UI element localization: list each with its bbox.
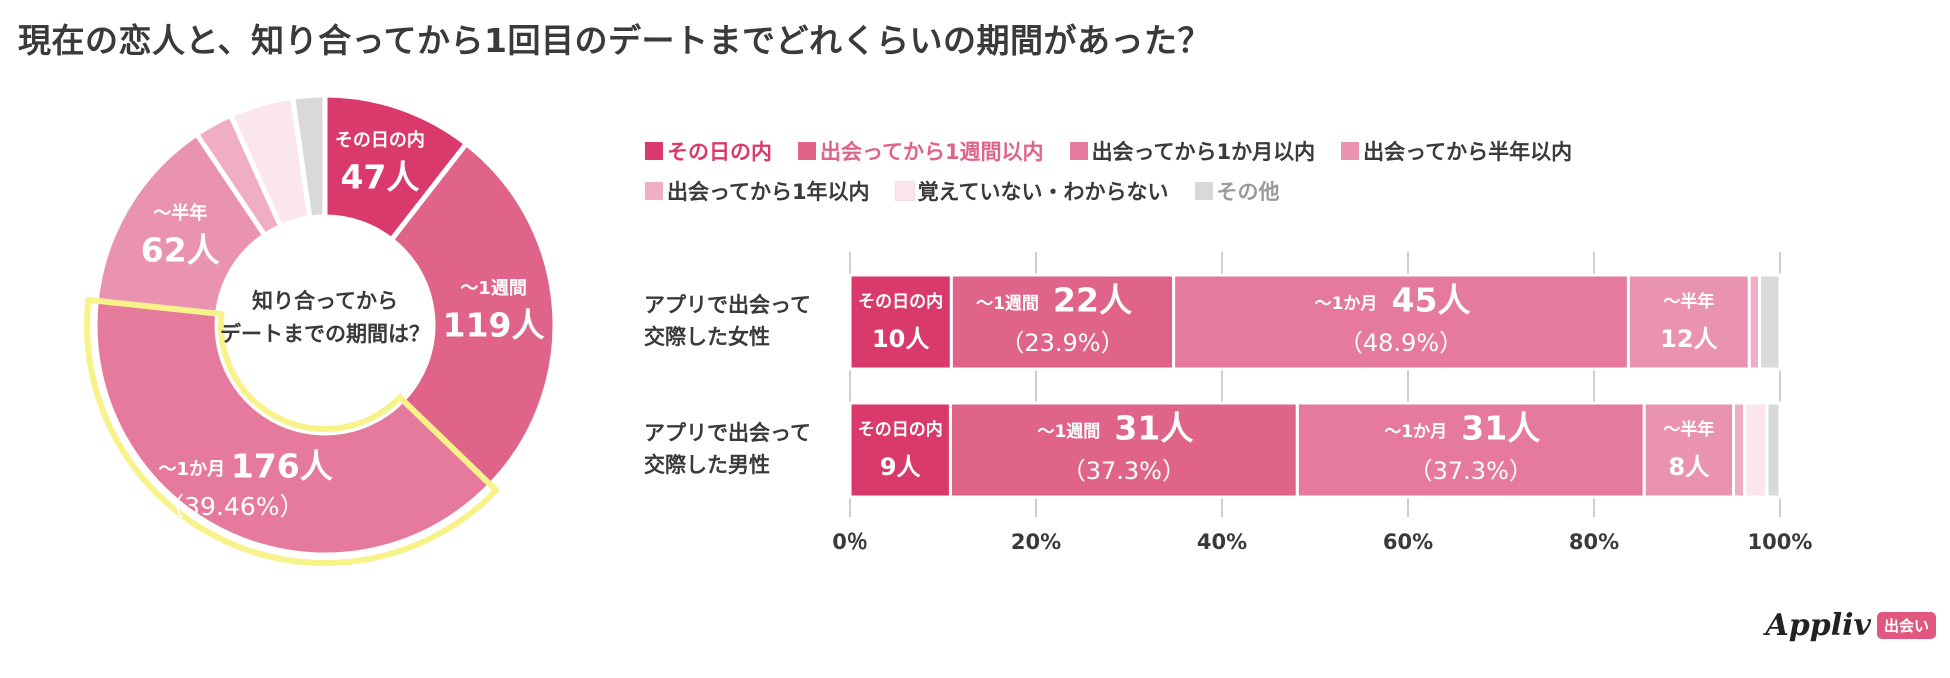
x-tick-label: 80%	[1569, 530, 1619, 554]
slice-category-label: 〜半年	[153, 202, 207, 224]
legend: その日の内 出会ってから1週間以内 出会ってから1か月以内 出会ってから半年以内出会っ…	[645, 136, 1725, 206]
donut-slice	[289, 92, 328, 221]
legend-item: 出会ってから半年以内	[1341, 136, 1572, 166]
segment-value-label: 31人	[1114, 409, 1193, 448]
bar-segment	[1743, 401, 1769, 499]
legend-item: その日の内	[645, 136, 772, 166]
x-tick-label: 60%	[1383, 530, 1433, 554]
legend-swatch	[645, 142, 663, 160]
segment-percent-label: （37.3%）	[1409, 457, 1533, 485]
category-label-line1: アプリで出会って	[644, 293, 811, 317]
segment-value-label: 9人	[880, 453, 921, 481]
segment-category-label: 〜1か月	[1315, 294, 1378, 314]
legend-label: 出会ってから半年以内	[1363, 140, 1573, 164]
legend-item: 出会ってから1週間以内	[798, 136, 1044, 166]
legend-item: 出会ってから1年以内	[645, 176, 870, 206]
logo-badge: 出会い	[1876, 612, 1936, 639]
logo-wordmark: Appliv	[1765, 608, 1871, 643]
donut-slice	[93, 130, 269, 317]
segment-percent-label: （48.9%）	[1339, 329, 1463, 357]
bar-segment	[949, 273, 1176, 371]
legend-label: 出会ってから1か月以内	[1091, 140, 1316, 164]
segment-value-label: 8人	[1669, 453, 1710, 481]
legend-item: その他	[1194, 176, 1280, 206]
appliv-logo: Appliv 出会い	[1766, 608, 1936, 643]
bar-segment	[948, 401, 1299, 499]
category-label-line2: 交際した女性	[644, 325, 770, 349]
slice-value-label: 119人	[443, 306, 545, 345]
donut-slice	[92, 297, 495, 558]
legend-item: 覚えていない・わからない	[894, 176, 1169, 206]
bar-segment	[1642, 401, 1735, 499]
slice-category-label: その日の内	[335, 129, 425, 151]
bar-segment	[1747, 273, 1762, 371]
legend-swatch	[1069, 142, 1088, 160]
legend-swatch	[798, 142, 816, 160]
donut-highlight	[84, 296, 500, 566]
segment-category-label: その日の内	[858, 419, 943, 440]
x-tick-label: 100%	[1748, 530, 1813, 554]
slice-category-label: 〜1週間	[460, 278, 527, 299]
segment-value-label: 31人	[1461, 409, 1540, 448]
segment-category-label: 〜半年	[1663, 291, 1714, 312]
x-tick-label: 0％	[832, 530, 868, 554]
legend-label: 出会ってから1週間以内	[820, 140, 1044, 164]
legend-swatch	[1194, 182, 1213, 200]
legend-label: その日の内	[667, 140, 772, 164]
bar-segment	[1626, 273, 1751, 371]
donut-chart: その日の内 47人〜1週間 119人〜1か月 176人 （39.46%） 〜半年 62人知り…	[84, 92, 558, 566]
x-tick-label: 40%	[1197, 530, 1247, 554]
segment-percent-label: （37.3%）	[1062, 457, 1186, 485]
donut-center-label-line1: 知り合ってから	[252, 289, 398, 313]
bar-segment	[848, 401, 952, 499]
segment-value-label: 45人	[1392, 281, 1471, 320]
segment-percent-label: （23.9%）	[1000, 329, 1124, 357]
slice-value-label: 176人	[231, 446, 333, 485]
legend-item: 出会ってから1か月以内	[1069, 136, 1316, 166]
x-tick-label: 20%	[1011, 530, 1061, 554]
segment-value-label: 22人	[1053, 281, 1132, 320]
legend-swatch	[1341, 142, 1360, 160]
legend-label: その他	[1216, 180, 1280, 204]
bar-segment	[1765, 401, 1782, 499]
slice-percent-label: （39.46%）	[159, 492, 304, 521]
segment-category-label: 〜1か月	[1384, 422, 1447, 442]
legend-label: 覚えていない・わからない	[917, 180, 1169, 204]
legend-label: 出会ってから1年以内	[667, 180, 870, 204]
bar-segment	[1758, 273, 1782, 371]
category-label-line2: 交際した男性	[644, 453, 770, 477]
legend-swatch	[645, 182, 663, 200]
segment-category-label: その日の内	[858, 291, 943, 312]
segment-value-label: 10人	[872, 325, 929, 353]
bar-segment	[848, 273, 953, 371]
slice-category-label: 〜1か月	[159, 459, 226, 480]
segment-value-label: 12人	[1660, 325, 1717, 353]
segment-category-label: 〜1週間	[1037, 422, 1100, 442]
legend-swatch	[894, 181, 915, 201]
category-label-line1: アプリで出会って	[644, 421, 811, 445]
bar-segment	[1172, 273, 1630, 371]
chart-title: 現在の恋人と、知り合ってから1回目のデートまでどれくらいの期間があった？	[18, 21, 1211, 60]
segment-category-label: 〜1週間	[976, 294, 1039, 314]
donut-slice	[387, 140, 558, 489]
slice-value-label: 62人	[141, 230, 220, 269]
donut-center-label-line2: デートまでの期間は？	[220, 322, 430, 346]
slice-value-label: 47人	[340, 158, 419, 197]
segment-category-label: 〜半年	[1663, 419, 1714, 440]
bar-segment	[1732, 401, 1747, 499]
